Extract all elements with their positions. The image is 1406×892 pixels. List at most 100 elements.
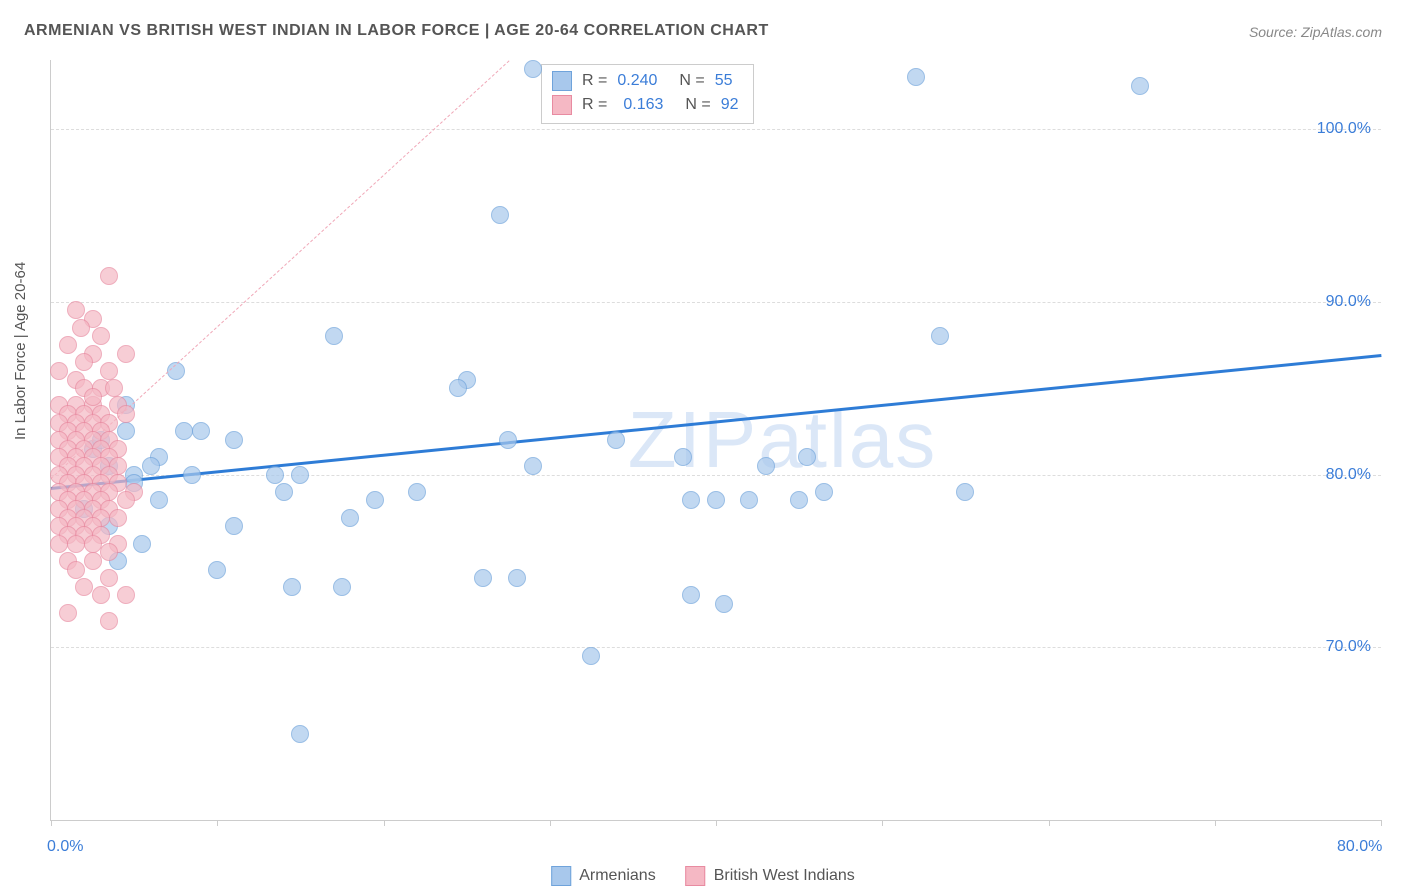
x-tick-mark xyxy=(716,820,717,826)
correlation-stats-box: R = 0.240 N = 55 R = 0.163 N = 92 xyxy=(541,64,754,124)
data-point-bwi xyxy=(72,319,90,337)
data-point-bwi xyxy=(59,336,77,354)
data-point-armenian xyxy=(325,327,343,345)
data-point-armenian xyxy=(175,422,193,440)
data-point-armenian xyxy=(715,595,733,613)
data-point-armenian xyxy=(341,509,359,527)
data-point-bwi xyxy=(117,405,135,423)
data-point-armenian xyxy=(931,327,949,345)
data-point-armenian xyxy=(499,431,517,449)
legend: Armenians British West Indians xyxy=(551,866,855,886)
data-point-armenian xyxy=(408,483,426,501)
swatch-bwi xyxy=(552,95,572,115)
data-point-bwi xyxy=(67,561,85,579)
data-point-armenian xyxy=(449,379,467,397)
legend-label-bwi: British West Indians xyxy=(714,867,855,885)
legend-item-bwi: British West Indians xyxy=(686,866,855,886)
data-point-bwi xyxy=(75,353,93,371)
data-point-armenian xyxy=(225,431,243,449)
x-tick-mark xyxy=(1049,820,1050,826)
data-point-bwi xyxy=(59,604,77,622)
data-point-armenian xyxy=(192,422,210,440)
data-point-bwi xyxy=(75,578,93,596)
data-point-bwi xyxy=(100,543,118,561)
data-point-armenian xyxy=(740,491,758,509)
data-point-bwi xyxy=(50,362,68,380)
legend-swatch-armenians xyxy=(551,866,571,886)
data-point-bwi xyxy=(84,552,102,570)
data-point-bwi xyxy=(67,535,85,553)
data-point-armenian xyxy=(674,448,692,466)
data-point-bwi xyxy=(105,379,123,397)
data-point-armenian xyxy=(582,647,600,665)
swatch-armenians xyxy=(552,71,572,91)
data-point-armenian xyxy=(757,457,775,475)
y-axis-label: In Labor Force | Age 20-64 xyxy=(12,262,29,440)
data-point-bwi xyxy=(117,586,135,604)
data-point-armenian xyxy=(275,483,293,501)
x-tick-mark xyxy=(217,820,218,826)
data-point-armenian xyxy=(266,466,284,484)
data-point-armenian xyxy=(682,491,700,509)
x-tick-label: 0.0% xyxy=(47,838,83,856)
data-point-armenian xyxy=(133,535,151,553)
data-point-armenian xyxy=(291,725,309,743)
data-point-armenian xyxy=(956,483,974,501)
gridline-horizontal xyxy=(51,475,1381,476)
data-point-armenian xyxy=(907,68,925,86)
data-point-armenian xyxy=(798,448,816,466)
data-point-armenian xyxy=(366,491,384,509)
data-point-armenian xyxy=(491,206,509,224)
data-point-armenian xyxy=(524,457,542,475)
watermark: ZIPatlas xyxy=(628,394,937,486)
chart-plot-area: ZIPatlas R = 0.240 N = 55 R = 0.163 N = … xyxy=(50,60,1381,821)
x-tick-mark xyxy=(550,820,551,826)
trend-line-armenians xyxy=(51,354,1381,490)
data-point-armenian xyxy=(707,491,725,509)
y-tick-label: 90.0% xyxy=(1326,293,1371,311)
r-value-bwi: 0.163 xyxy=(623,96,663,114)
data-point-armenian xyxy=(508,569,526,587)
stats-row-armenians: R = 0.240 N = 55 xyxy=(552,69,739,93)
n-value-armenians: 55 xyxy=(715,72,733,90)
data-point-bwi xyxy=(100,569,118,587)
data-point-armenian xyxy=(150,491,168,509)
data-point-armenian xyxy=(815,483,833,501)
data-point-armenian xyxy=(142,457,160,475)
data-point-bwi xyxy=(84,535,102,553)
data-point-armenian xyxy=(524,60,542,78)
x-tick-mark xyxy=(1215,820,1216,826)
data-point-bwi xyxy=(100,267,118,285)
gridline-horizontal xyxy=(51,302,1381,303)
y-tick-label: 70.0% xyxy=(1326,638,1371,656)
data-point-armenian xyxy=(291,466,309,484)
data-point-bwi xyxy=(100,362,118,380)
data-point-bwi xyxy=(92,327,110,345)
r-value-armenians: 0.240 xyxy=(617,72,657,90)
data-point-armenian xyxy=(283,578,301,596)
data-point-armenian xyxy=(607,431,625,449)
data-point-armenian xyxy=(225,517,243,535)
data-point-bwi xyxy=(117,345,135,363)
data-point-bwi xyxy=(67,301,85,319)
data-point-bwi xyxy=(50,535,68,553)
x-tick-mark xyxy=(384,820,385,826)
data-point-armenian xyxy=(682,586,700,604)
n-value-bwi: 92 xyxy=(721,96,739,114)
data-point-armenian xyxy=(183,466,201,484)
data-point-armenian xyxy=(117,422,135,440)
source-attribution: Source: ZipAtlas.com xyxy=(1249,24,1382,40)
data-point-armenian xyxy=(1131,77,1149,95)
y-tick-label: 100.0% xyxy=(1317,120,1371,138)
data-point-bwi xyxy=(109,509,127,527)
data-point-bwi xyxy=(100,612,118,630)
x-tick-mark xyxy=(51,820,52,826)
chart-title: ARMENIAN VS BRITISH WEST INDIAN IN LABOR… xyxy=(24,22,769,40)
gridline-horizontal xyxy=(51,647,1381,648)
x-tick-mark xyxy=(882,820,883,826)
data-point-armenian xyxy=(474,569,492,587)
legend-label-armenians: Armenians xyxy=(579,867,655,885)
legend-item-armenians: Armenians xyxy=(551,866,655,886)
x-tick-mark xyxy=(1381,820,1382,826)
data-point-bwi xyxy=(92,586,110,604)
